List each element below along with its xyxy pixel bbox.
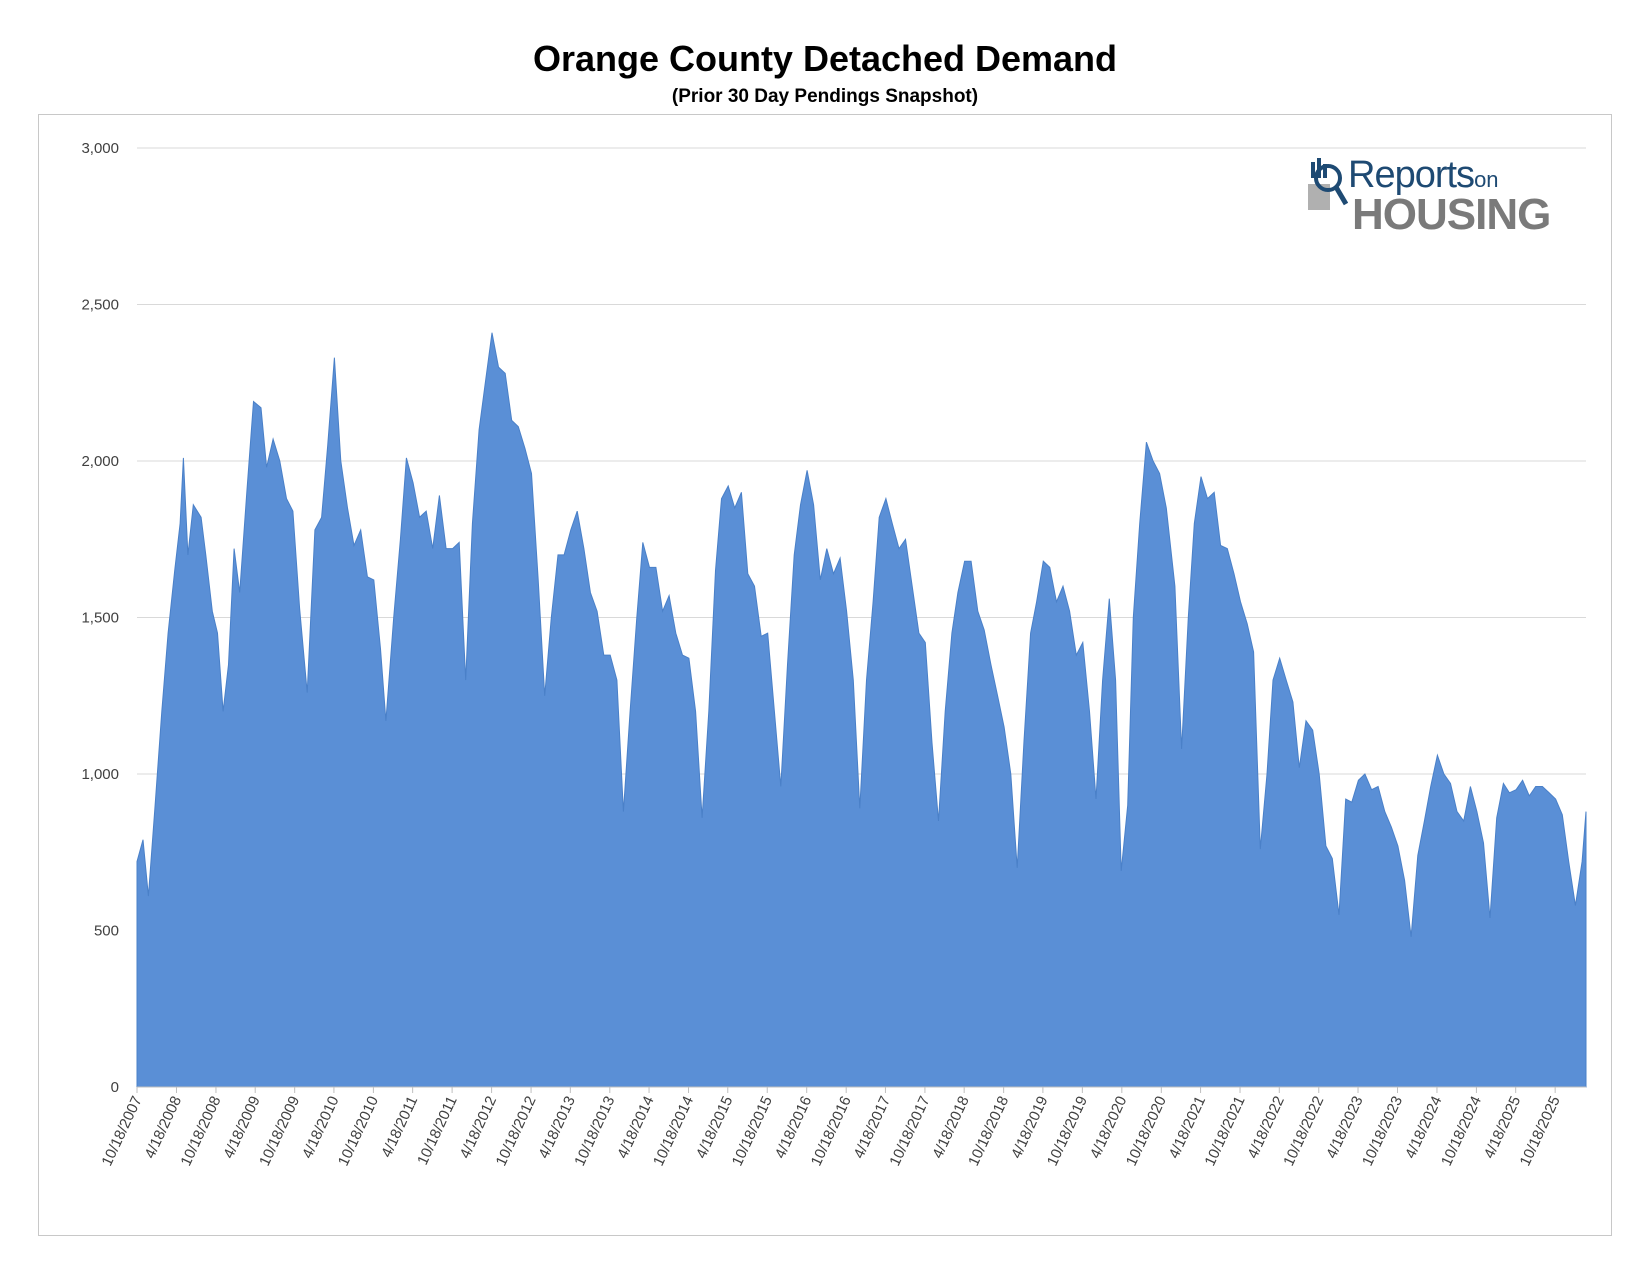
x-tick-label: 10/18/2010 — [335, 1094, 382, 1169]
x-tick-label: 10/18/2008 — [177, 1094, 224, 1169]
chart-subtitle: (Prior 30 Day Pendings Snapshot) — [671, 86, 979, 107]
x-tick-label: 10/18/2016 — [808, 1094, 855, 1169]
x-tick-label: 10/18/2020 — [1123, 1094, 1170, 1169]
x-tick-label: 4/18/2021 — [1166, 1094, 1210, 1162]
x-tick-label: 10/18/2023 — [1359, 1094, 1406, 1169]
x-tick-label: 4/18/2011 — [378, 1094, 421, 1161]
y-tick-label: 3,000 — [81, 140, 119, 157]
x-tick-label: 4/18/2023 — [1323, 1094, 1367, 1162]
x-tick-label: 10/18/2022 — [1280, 1094, 1327, 1169]
x-tick-label: 10/18/2017 — [886, 1094, 933, 1169]
x-tick-label: 4/18/2022 — [1244, 1094, 1288, 1162]
y-tick-label: 2,000 — [81, 453, 119, 470]
x-tick-label: 10/18/2013 — [571, 1094, 618, 1169]
area-series — [136, 332, 1587, 1088]
x-tick-label: 10/18/2024 — [1438, 1094, 1485, 1169]
x-tick-label: 4/18/2014 — [614, 1094, 658, 1162]
reports-on-housing-logo: Reportson HOUSING — [1308, 150, 1578, 240]
x-tick-label: 10/18/2012 — [493, 1094, 540, 1169]
x-tick-label: 10/18/2011 — [414, 1094, 461, 1168]
x-tick-label: 4/18/2024 — [1402, 1094, 1446, 1162]
x-tick-label: 10/18/2009 — [256, 1094, 303, 1169]
x-tick-label: 4/18/2020 — [1087, 1094, 1131, 1162]
x-tick-label: 4/18/2008 — [141, 1094, 185, 1162]
logo-mark-icon — [1308, 158, 1348, 210]
x-tick-label: 10/18/2018 — [965, 1094, 1012, 1169]
x-tick-label: 4/18/2019 — [1008, 1094, 1052, 1162]
chart-title: Orange County Detached Demand — [532, 38, 1118, 79]
logo-text-reports: Reportson — [1348, 154, 1499, 196]
x-tick-label: 4/18/2016 — [772, 1094, 816, 1162]
y-tick-label: 500 — [94, 923, 119, 940]
logo-text-housing: HOUSING — [1352, 190, 1551, 239]
x-tick-label: 10/18/2015 — [729, 1094, 776, 1169]
y-tick-label: 1,500 — [81, 610, 119, 627]
x-tick-label: 10/18/2007 — [98, 1094, 145, 1169]
y-tick-label: 2,500 — [81, 297, 119, 314]
x-tick-label: 4/18/2017 — [850, 1094, 894, 1162]
x-tick-label: 4/18/2025 — [1481, 1094, 1525, 1162]
chart-frame — [38, 114, 1612, 1236]
x-tick-label: 10/18/2025 — [1517, 1094, 1564, 1169]
x-tick-label: 4/18/2010 — [299, 1094, 343, 1162]
y-tick-label: 0 — [111, 1079, 119, 1096]
x-tick-label: 4/18/2015 — [693, 1094, 737, 1162]
y-tick-label: 1,000 — [81, 766, 119, 783]
x-tick-label: 4/18/2009 — [220, 1094, 264, 1162]
x-tick-label: 4/18/2012 — [457, 1094, 501, 1162]
x-tick-label: 10/18/2021 — [1202, 1094, 1249, 1169]
x-tick-label: 10/18/2019 — [1044, 1094, 1091, 1169]
x-tick-label: 10/18/2014 — [650, 1094, 697, 1169]
x-tick-label: 4/18/2018 — [929, 1094, 973, 1162]
x-tick-label: 4/18/2013 — [535, 1094, 579, 1162]
